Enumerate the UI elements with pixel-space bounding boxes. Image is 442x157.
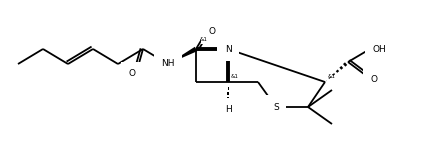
Polygon shape xyxy=(168,47,197,64)
Polygon shape xyxy=(227,92,229,95)
Polygon shape xyxy=(339,66,343,70)
Polygon shape xyxy=(227,97,229,100)
Text: H: H xyxy=(225,106,231,114)
Text: &1: &1 xyxy=(231,74,239,79)
Polygon shape xyxy=(332,73,335,76)
Polygon shape xyxy=(336,70,339,73)
Polygon shape xyxy=(228,87,229,89)
Polygon shape xyxy=(226,102,230,105)
Text: O: O xyxy=(370,75,377,84)
Polygon shape xyxy=(328,77,331,79)
Text: O: O xyxy=(129,70,136,78)
Text: &1: &1 xyxy=(200,37,208,42)
Polygon shape xyxy=(325,80,327,82)
Text: OH: OH xyxy=(372,44,386,54)
Polygon shape xyxy=(343,62,347,67)
Text: S: S xyxy=(273,103,279,111)
Text: O: O xyxy=(209,27,216,36)
Text: &1: &1 xyxy=(328,74,336,79)
Text: NH: NH xyxy=(161,60,175,68)
Text: N: N xyxy=(225,44,231,54)
